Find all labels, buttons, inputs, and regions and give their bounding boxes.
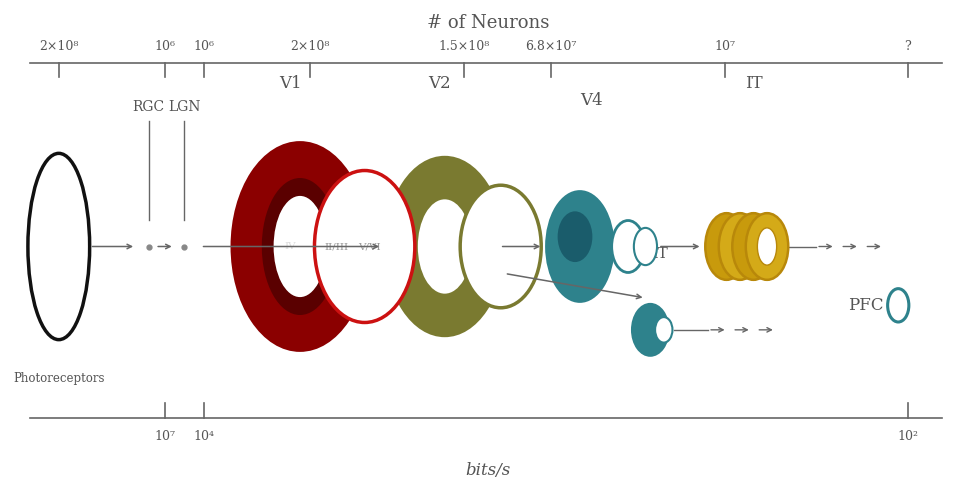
Ellipse shape (718, 213, 761, 280)
Text: 10⁷: 10⁷ (714, 40, 735, 53)
Ellipse shape (230, 141, 369, 352)
Ellipse shape (460, 185, 541, 308)
Ellipse shape (273, 196, 327, 297)
Ellipse shape (545, 190, 614, 303)
Text: 10²: 10² (897, 430, 919, 443)
Text: IV: IV (285, 242, 296, 251)
Ellipse shape (757, 228, 777, 265)
Text: IT: IT (745, 75, 762, 92)
Text: 10⁶: 10⁶ (193, 40, 214, 53)
Text: V1: V1 (279, 75, 301, 92)
Text: V2: V2 (429, 75, 451, 92)
Text: 10⁶: 10⁶ (155, 40, 175, 53)
Text: RGC: RGC (132, 100, 164, 114)
Ellipse shape (746, 213, 788, 280)
Ellipse shape (385, 156, 504, 337)
Text: ?: ? (905, 40, 912, 53)
Ellipse shape (315, 171, 415, 322)
Ellipse shape (558, 211, 592, 262)
Text: # of Neurons: # of Neurons (427, 14, 549, 32)
Ellipse shape (631, 303, 670, 357)
Ellipse shape (706, 213, 747, 280)
Text: 2×10⁸: 2×10⁸ (39, 40, 79, 53)
Text: V4: V4 (580, 92, 603, 109)
Text: PFC: PFC (849, 297, 884, 314)
Ellipse shape (261, 178, 338, 315)
Text: bits/s: bits/s (466, 462, 510, 479)
Text: MT: MT (642, 247, 668, 261)
Text: 10⁷: 10⁷ (155, 430, 175, 443)
Text: LGN: LGN (168, 100, 200, 114)
Ellipse shape (611, 220, 644, 273)
Ellipse shape (634, 228, 657, 265)
Ellipse shape (732, 213, 775, 280)
Text: 2×10⁸: 2×10⁸ (290, 40, 330, 53)
Text: Photoreceptors: Photoreceptors (13, 372, 105, 385)
Text: V/VI: V/VI (358, 242, 381, 251)
Text: 10⁴: 10⁴ (193, 430, 214, 443)
Ellipse shape (418, 199, 471, 294)
Text: 1.5×10⁸: 1.5×10⁸ (438, 40, 490, 53)
Ellipse shape (655, 317, 673, 343)
Text: II/III: II/III (325, 242, 349, 251)
Text: 6.8×10⁷: 6.8×10⁷ (525, 40, 576, 53)
